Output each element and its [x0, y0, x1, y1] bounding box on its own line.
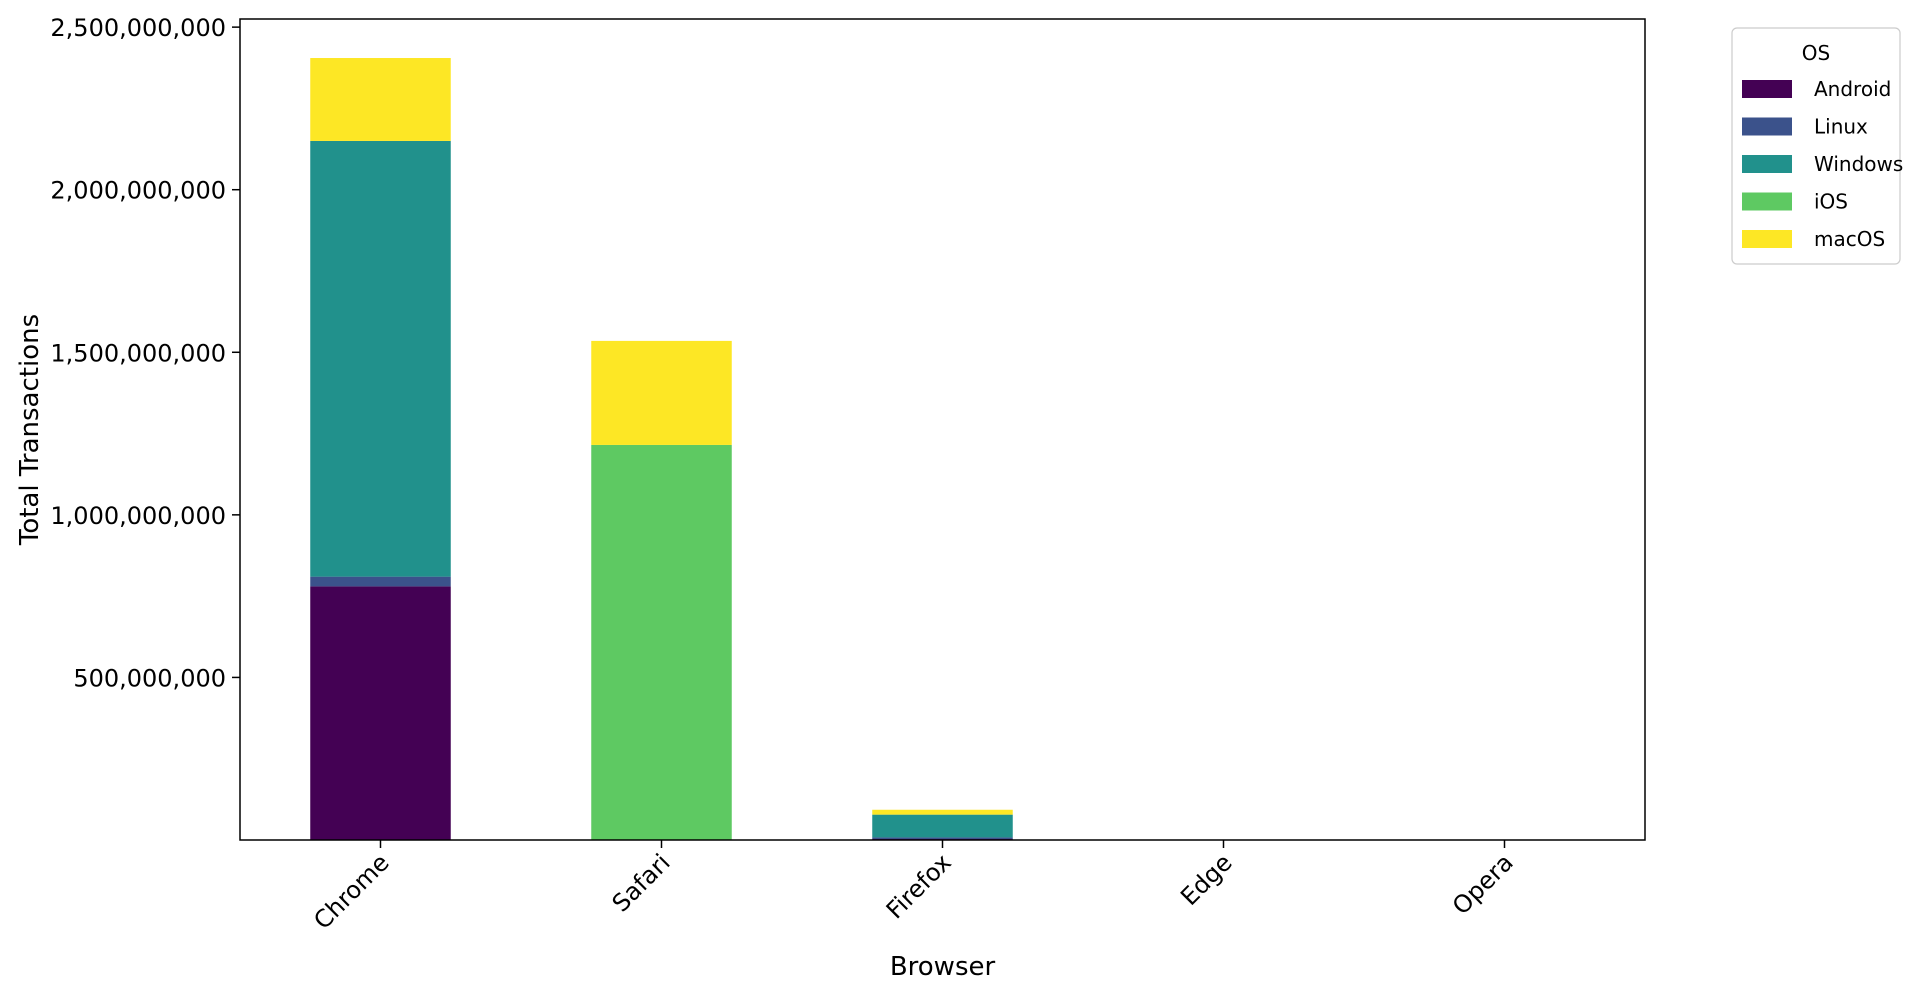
- legend-label-ios: iOS: [1814, 190, 1848, 214]
- x-tick-label-firefox: Firefox: [881, 848, 957, 924]
- y-tick-label: 1,000,000,000: [50, 502, 226, 530]
- y-axis: 500,000,000 1,000,000,000 1,500,000,000 2,0…: [50, 14, 240, 692]
- bar-chrome-macos: [310, 58, 451, 141]
- bar-safari-macos: [591, 340, 732, 445]
- x-axis: Chrome Safari Firefox Edge Opera: [308, 840, 1519, 935]
- y-axis-label: Total Transactions: [15, 314, 45, 546]
- legend-swatch-linux: [1742, 117, 1792, 136]
- legend-swatch-macos: [1742, 230, 1792, 248]
- bars-layer: [310, 58, 1013, 840]
- y-tick-label: 2,000,000,000: [50, 177, 226, 205]
- bar-firefox-macos: [872, 809, 1013, 815]
- legend-label-android: Android: [1814, 77, 1891, 101]
- bar-safari-ios: [591, 444, 732, 840]
- y-tick-label: 500,000,000: [73, 664, 226, 692]
- x-axis-label: Browser: [890, 952, 996, 982]
- legend-swatch-windows: [1742, 155, 1792, 173]
- legend-title: OS: [1802, 41, 1830, 65]
- x-tick-label-safari: Safari: [607, 848, 676, 917]
- bar-chrome-windows: [310, 140, 451, 577]
- y-tick-label: 1,500,000,000: [50, 339, 226, 367]
- bar-firefox-linux: [872, 837, 1013, 840]
- bar-firefox-windows: [872, 814, 1013, 838]
- bar-chrome-android: [310, 586, 451, 840]
- x-tick-label-edge: Edge: [1175, 848, 1238, 911]
- legend: OS Android Linux Windows iOS macOS: [1731, 27, 1903, 265]
- x-tick-label-chrome: Chrome: [308, 848, 394, 934]
- legend-swatch-android: [1742, 80, 1792, 98]
- x-tick-label-opera: Opera: [1447, 848, 1519, 920]
- bar-chrome-linux: [310, 576, 451, 587]
- legend-label-windows: Windows: [1814, 152, 1903, 176]
- legend-swatch-ios: [1742, 192, 1792, 211]
- y-tick-label: 2,500,000,000: [50, 14, 226, 42]
- legend-label-macos: macOS: [1814, 227, 1885, 251]
- legend-label-linux: Linux: [1814, 115, 1868, 139]
